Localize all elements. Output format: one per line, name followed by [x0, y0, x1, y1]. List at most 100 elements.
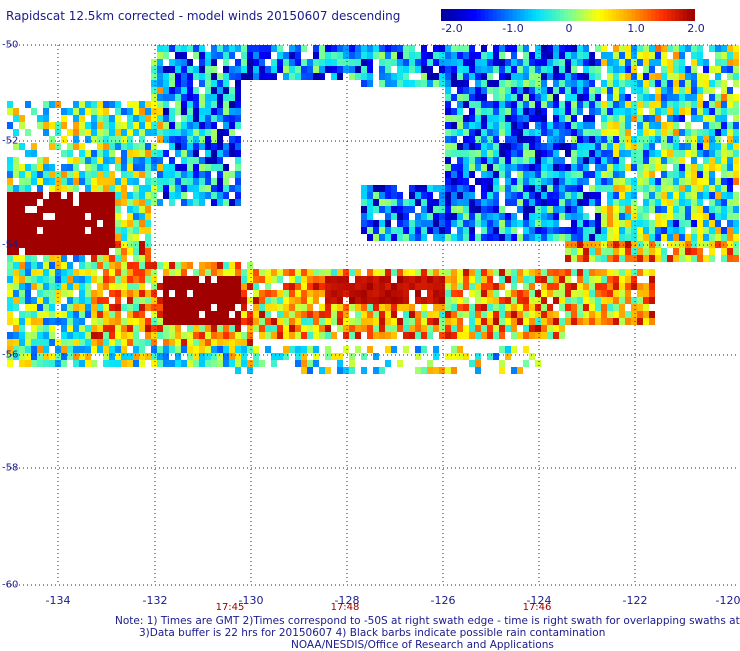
wind-cell — [73, 346, 79, 353]
wind-cell — [523, 150, 529, 157]
wind-cell — [439, 80, 445, 87]
wind-cell — [139, 311, 145, 318]
wind-cell — [331, 297, 337, 304]
wind-cell — [721, 80, 727, 87]
wind-cell — [229, 346, 235, 353]
wind-cell — [163, 115, 169, 122]
colorbar-segment — [528, 9, 533, 21]
wind-cell — [7, 318, 13, 325]
wind-cell — [151, 269, 157, 276]
wind-cell — [79, 332, 85, 339]
wind-cell — [571, 171, 577, 178]
lon-label: -122 — [622, 594, 648, 607]
wind-cell — [541, 304, 547, 311]
wind-cell — [655, 241, 661, 248]
wind-cell — [457, 325, 463, 332]
wind-cell — [475, 332, 481, 339]
wind-cell — [301, 290, 307, 297]
colorbar-segment — [579, 9, 585, 21]
wind-cell — [271, 290, 277, 297]
wind-cell — [667, 101, 673, 108]
wind-cell — [373, 353, 379, 360]
wind-cell — [697, 220, 703, 227]
wind-cell — [415, 185, 421, 192]
colorbar-segment — [583, 9, 589, 21]
wind-cell — [433, 276, 439, 283]
wind-cell — [475, 269, 481, 276]
wind-cell — [679, 241, 685, 248]
wind-cell — [133, 227, 139, 234]
wind-cell — [493, 178, 499, 185]
wind-cell — [487, 73, 493, 80]
wind-cell — [469, 122, 475, 129]
wind-cell — [241, 353, 247, 360]
wind-cell — [529, 325, 535, 332]
wind-cell — [133, 129, 139, 136]
wind-cell — [121, 234, 127, 241]
wind-cell — [517, 108, 523, 115]
wind-cell — [223, 87, 229, 94]
wind-cell — [271, 297, 277, 304]
wind-cell — [625, 45, 631, 52]
wind-cell — [661, 192, 667, 199]
wind-cell — [349, 360, 355, 367]
wind-cell — [595, 185, 601, 192]
wind-cell — [559, 269, 565, 276]
wind-cell — [457, 73, 463, 80]
wind-cell — [607, 73, 613, 80]
wind-cell — [241, 332, 247, 339]
wind-cell — [691, 101, 697, 108]
wind-cell — [517, 87, 523, 94]
wind-cell — [643, 129, 649, 136]
wind-cell — [7, 283, 13, 290]
wind-cell — [595, 234, 601, 241]
wind-cell — [523, 164, 529, 171]
wind-cell — [103, 227, 109, 234]
wind-cell — [73, 101, 79, 108]
wind-cell — [523, 52, 529, 59]
wind-cell — [379, 311, 385, 318]
wind-cell — [103, 185, 109, 192]
wind-cell — [391, 227, 397, 234]
wind-cell — [259, 332, 265, 339]
wind-cell — [625, 94, 631, 101]
wind-cell — [37, 290, 43, 297]
wind-cell — [37, 311, 43, 318]
wind-cell — [37, 192, 43, 199]
wind-cell — [577, 136, 583, 143]
wind-cell — [469, 290, 475, 297]
wind-cell — [211, 346, 217, 353]
wind-cell — [553, 185, 559, 192]
wind-cell — [235, 192, 241, 199]
wind-cell — [559, 59, 565, 66]
wind-cell — [427, 73, 433, 80]
wind-cell — [19, 206, 25, 213]
wind-cell — [337, 45, 343, 52]
wind-cell — [193, 115, 199, 122]
wind-cell — [577, 157, 583, 164]
wind-cell — [79, 255, 85, 262]
wind-cell — [535, 122, 541, 129]
wind-cell — [619, 290, 625, 297]
wind-cell — [133, 290, 139, 297]
wind-cell — [553, 269, 559, 276]
wind-cell — [379, 66, 385, 73]
wind-cell — [79, 241, 85, 248]
wind-cell — [373, 290, 379, 297]
wind-cell — [73, 220, 79, 227]
wind-cell — [499, 115, 505, 122]
wind-cell — [529, 52, 535, 59]
wind-cell — [637, 234, 643, 241]
wind-cell — [73, 339, 79, 346]
wind-cell — [13, 234, 19, 241]
wind-cell — [289, 283, 295, 290]
wind-cell — [367, 199, 373, 206]
wind-cell — [19, 276, 25, 283]
swath-time-label: 17:45 — [215, 602, 245, 613]
wind-cell — [133, 220, 139, 227]
wind-cell — [535, 185, 541, 192]
wind-cell — [115, 122, 121, 129]
wind-cell — [721, 115, 727, 122]
wind-cell — [223, 73, 229, 80]
wind-cell — [211, 157, 217, 164]
